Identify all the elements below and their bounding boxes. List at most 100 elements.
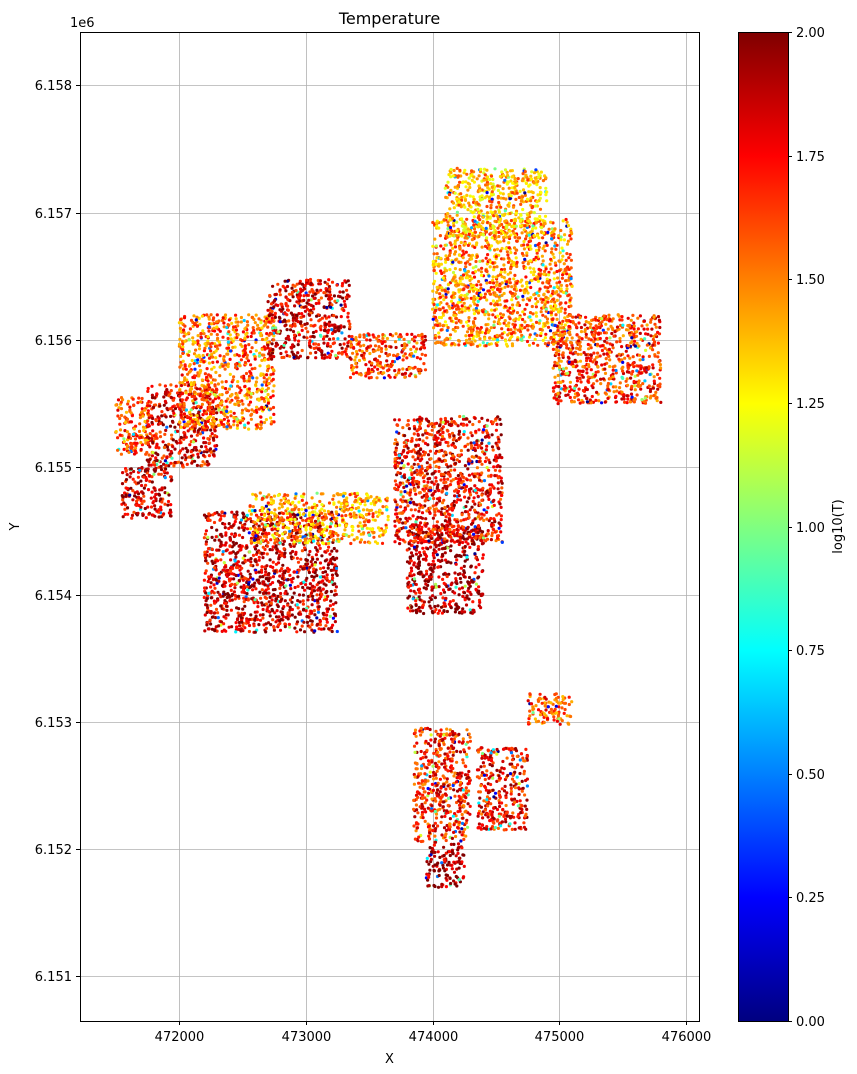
scatter-point [476,311,480,315]
scatter-point [634,334,639,338]
scatter-point [569,304,573,308]
scatter-point [555,269,559,274]
scatter-point [487,329,491,333]
scatter-point [533,277,537,281]
scatter-point [515,311,520,315]
scatter-point [506,272,510,276]
scatter-point [313,519,318,524]
scatter-point [233,402,237,406]
scatter-point [163,459,167,463]
scatter-point [579,330,584,334]
scatter-point [466,227,470,231]
scatter-point [554,331,558,335]
scatter-point [482,178,486,182]
scatter-point [633,339,637,343]
scatter-point [381,333,385,337]
scatter-point [559,283,564,287]
scatter-point [128,475,132,479]
scatter-point [217,340,221,344]
scatter-point [485,281,489,285]
scatter-point [266,397,270,402]
scatter-point [409,347,413,351]
scatter-point [410,332,414,336]
scatter-point [260,326,264,330]
scatter-point [608,336,612,340]
scatter-point [182,316,187,320]
scatter-point [221,316,225,320]
scatter-point [241,418,245,423]
scatter-point [143,438,147,442]
scatter-point [147,473,151,478]
scatter-point [537,172,541,176]
scatter-point [500,327,504,331]
scatter-point [488,177,492,182]
scatter-point [659,400,663,404]
scatter-point [208,397,212,401]
scatter-point [535,200,539,204]
scatter-point [215,360,219,364]
scatter-point [470,238,474,242]
scatter-point [493,303,497,307]
scatter-point [423,353,428,357]
scatter-point [615,325,620,329]
scatter-point [181,367,186,371]
scatter-point [487,243,491,247]
scatter-point [197,343,202,348]
scatter-point [658,385,662,389]
scatter-point [254,349,258,353]
scatter-point [247,377,251,381]
scatter-point [337,325,341,329]
scatter-point [508,211,512,216]
scatter-point [214,356,218,360]
scatter-point [162,462,166,466]
scatter-point [477,268,481,272]
scatter-point [517,317,521,321]
scatter-point [228,372,232,376]
scatter-point [270,598,274,602]
scatter-point [124,468,128,472]
scatter-point [502,276,506,280]
scatter-point [240,375,244,379]
scatter-point [224,399,228,403]
scatter-point [119,396,124,400]
scatter-point [614,400,619,404]
scatter-point [200,314,204,318]
scatter-point [556,276,560,280]
scatter-point [191,375,195,379]
scatter-point [642,327,646,331]
scatter-point [213,429,217,433]
scatter-point [602,314,606,318]
scatter-point [568,380,573,384]
scatter-point [558,365,562,369]
scatter-point [639,337,643,341]
scatter-point [556,373,560,378]
scatter-point [609,376,613,380]
scatter-point [546,230,550,234]
scatter-point [580,337,584,341]
scatter-point [590,375,594,379]
scatter-point [233,353,237,357]
scatter-point [567,293,571,297]
scatter-point [331,337,336,341]
scatter-point [257,558,261,562]
scatter-point [448,214,452,218]
scatter-point [212,409,216,413]
scatter-point [145,435,150,439]
scatter-point [489,231,493,235]
scatter-point [571,352,575,356]
scatter-point [140,490,144,494]
scatter-point [182,334,186,338]
scatter-point [122,447,126,451]
scatter-point [534,297,538,301]
scatter-point [558,251,562,255]
scatter-point [127,432,131,436]
scatter-point [490,185,494,189]
scatter-point [412,345,416,349]
scatter-point [242,379,246,383]
scatter-point [305,336,309,340]
scatter-point [461,324,465,328]
scatter-point [213,384,217,388]
scatter-point [496,320,500,324]
scatter-point [455,234,459,238]
scatter-point [261,613,265,617]
